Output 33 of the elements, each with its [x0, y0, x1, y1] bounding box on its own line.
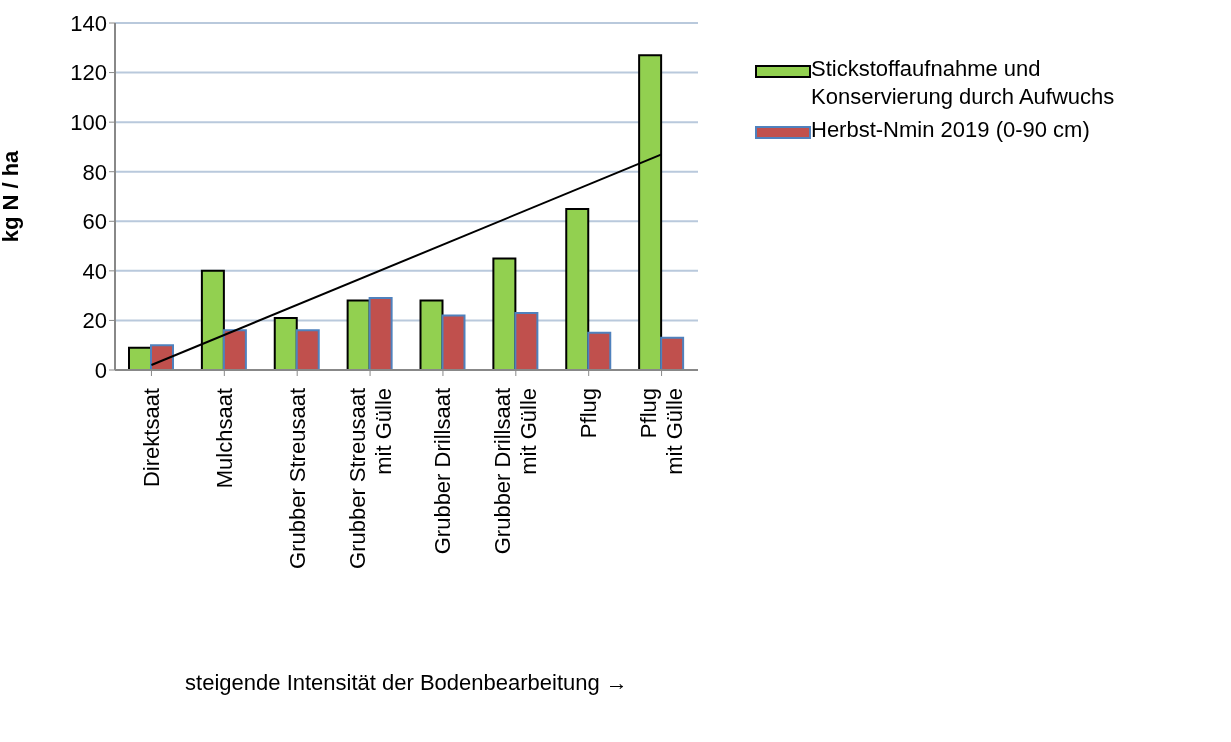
y-axis-title: kg N / ha: [0, 149, 23, 243]
bar: [565, 207, 590, 370]
x-tick-label: Grubber Streusaat: [284, 388, 310, 569]
x-tick-label: Pflug mit Gülle: [636, 388, 688, 475]
bar: [492, 257, 517, 370]
legend-label: Herbst-Nmin 2019 (0-90 cm): [811, 116, 1091, 144]
y-tick-label: 0: [94, 357, 107, 383]
bar: [150, 344, 174, 370]
bar: [587, 331, 612, 370]
y-tick-label: 100: [70, 109, 107, 135]
bar: [441, 314, 466, 370]
bar: [514, 311, 539, 370]
x-tick-label: Grubber Drillsaat mit Gülle: [490, 388, 542, 555]
y-tick-label: 140: [70, 10, 107, 36]
x-tick-label: Grubber Drillsaat: [430, 388, 456, 555]
y-tick-label: 60: [82, 209, 107, 235]
x-tick-label: Grubber Streusaat mit Gülle: [344, 388, 396, 569]
x-tick-label: Pflug: [576, 388, 602, 439]
y-tick-label: 20: [82, 308, 107, 334]
bar: [273, 316, 298, 370]
bar: [419, 299, 444, 370]
x-axis-title: steigende Intensität der Bodenbearbeitung →: [185, 670, 628, 695]
y-tick-label: 80: [82, 159, 107, 185]
y-tick-label: 40: [82, 258, 107, 284]
bar: [368, 297, 393, 370]
x-tick-label: Direktsaat: [138, 388, 164, 488]
legend-label: Stickstoffaufnahme und Konservierung durch Aufwuchs: [811, 55, 1116, 111]
bar: [346, 299, 371, 370]
bar: [295, 329, 320, 370]
bar: [660, 336, 685, 370]
bar: [222, 329, 247, 370]
y-tick-label: 120: [70, 60, 107, 86]
x-tick-label: Mulchsaat: [211, 388, 237, 489]
